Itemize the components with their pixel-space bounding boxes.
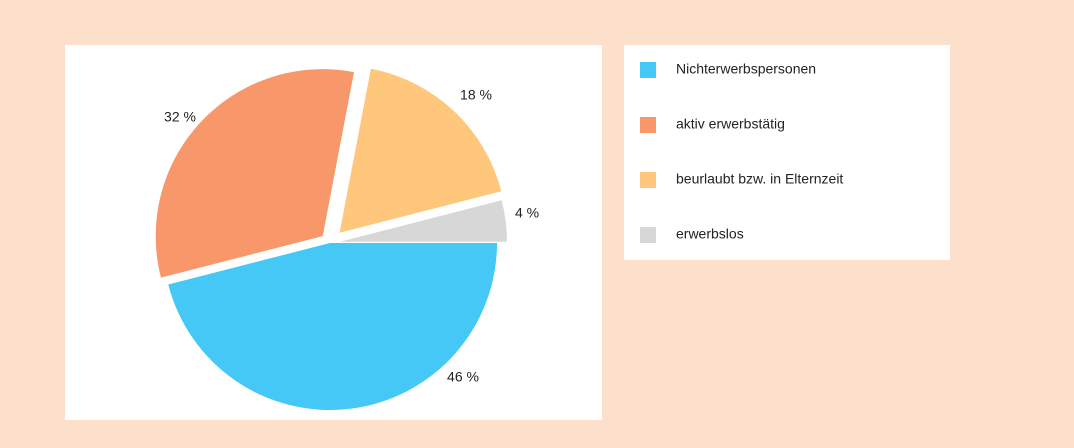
pie-slice <box>339 68 502 233</box>
legend-swatch <box>640 172 656 188</box>
data-label: 18 % <box>460 87 492 103</box>
pie-slice <box>339 200 507 242</box>
legend-panel <box>624 45 950 260</box>
legend-label: beurlaubt bzw. in Elternzeit <box>676 171 843 187</box>
legend-swatch <box>640 62 656 78</box>
data-label: 46 % <box>447 369 479 385</box>
legend-label: aktiv erwerbstätig <box>676 116 785 132</box>
legend-swatch <box>640 227 656 243</box>
data-label: 4 % <box>515 205 539 221</box>
pie-slice <box>155 69 355 278</box>
legend-label: Nichterwerbspersonen <box>676 61 816 77</box>
legend-swatch <box>640 117 656 133</box>
legend-label: erwerbslos <box>676 226 744 242</box>
pie-slice <box>168 243 497 411</box>
data-label: 32 % <box>164 109 196 125</box>
